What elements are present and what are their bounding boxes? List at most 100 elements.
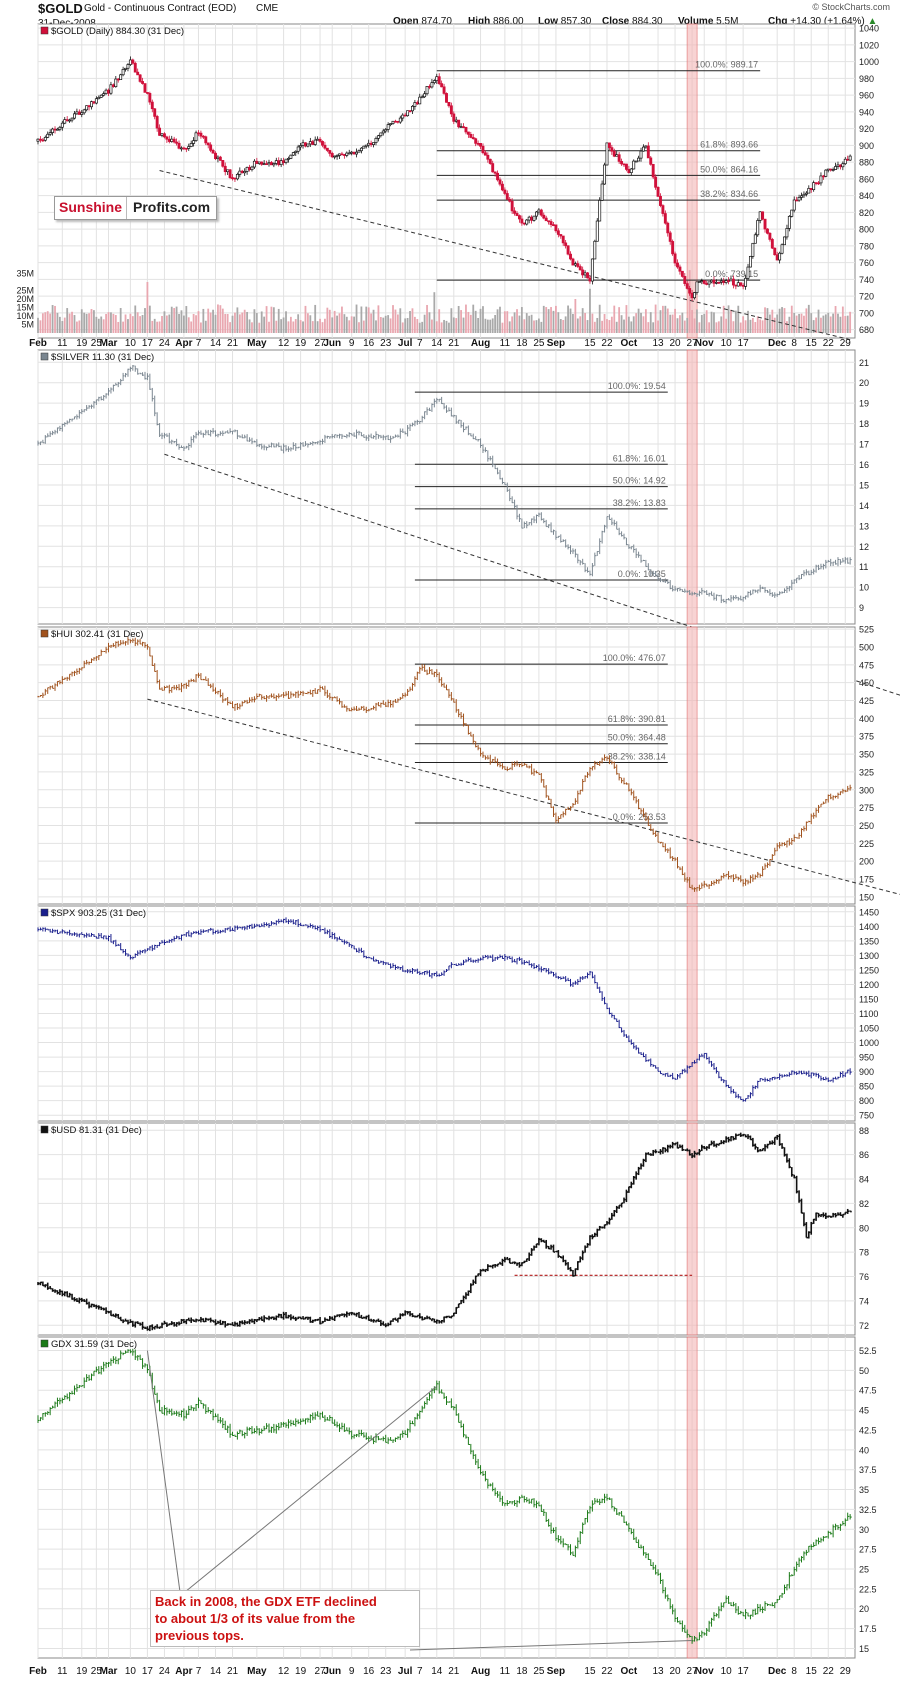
price-candle (143, 83, 147, 93)
price-candle (398, 117, 402, 123)
volume-bar (817, 309, 820, 333)
x-tick-label: Feb (29, 338, 47, 349)
panel-frame (37, 23, 856, 339)
volume-bar (747, 310, 749, 333)
price-candle (627, 169, 631, 174)
volume-bar (148, 305, 151, 333)
volume-bar (491, 318, 494, 333)
volume-bar (56, 312, 59, 333)
y-tick-label: 1000 (859, 57, 879, 67)
price-candle (535, 211, 538, 217)
volume-bar (810, 313, 813, 333)
price-candle (216, 156, 220, 160)
price-candle (211, 150, 215, 154)
y-tick-label: 37.5 (859, 1465, 877, 1475)
price-candle (206, 142, 210, 146)
price-candle (590, 258, 594, 282)
panel-label-gdx: GDX 31.59 (31 Dec) (40, 1339, 137, 1350)
x-tick-label: 23 (380, 1666, 392, 1677)
volume-bar (102, 319, 105, 333)
annotation-pointer-line (184, 1385, 438, 1593)
price-candle (214, 152, 217, 160)
x-tick-label: 11 (57, 338, 68, 349)
fib-level-label: 50.0%: 14.92 (613, 476, 666, 486)
volume-bar (803, 315, 805, 333)
y-tick-label: 950 (859, 1053, 874, 1063)
volume-bar (676, 318, 679, 333)
fib-level-label: 50.0%: 864.16 (700, 164, 758, 174)
price-candle (46, 133, 50, 138)
y-tick-label: 17.5 (859, 1624, 877, 1634)
volume-bar (662, 305, 664, 333)
x-tick-label: 25 (91, 1666, 103, 1677)
volume-bar (260, 311, 263, 333)
x-tick-label: 16 (363, 338, 375, 349)
y-tick-label: 25 (859, 1565, 869, 1575)
volume-bar (426, 304, 428, 333)
volume-bar (413, 316, 416, 333)
price-candle (632, 160, 636, 170)
volume-bar (518, 315, 521, 333)
contract-subtitle: Gold - Continuous Contract (EOD) (84, 3, 237, 14)
y-tick-label: 74 (859, 1296, 869, 1306)
fib-level-label: 0.0%: 10.35 (618, 569, 666, 579)
x-tick-label: 17 (738, 338, 750, 349)
price-candle (556, 230, 560, 235)
y-tick-label: 425 (859, 696, 874, 706)
volume-bar (185, 306, 188, 333)
volume-bar (657, 320, 659, 333)
price-candle (252, 160, 256, 168)
low-stat: Low 857.30 (538, 16, 591, 27)
volume-bar (78, 320, 81, 333)
price-candle (678, 266, 682, 272)
price-candle (517, 215, 521, 220)
price-candle (175, 141, 179, 144)
price-candle (226, 169, 230, 173)
x-tick-label: 18 (516, 338, 528, 349)
price-candle (547, 220, 551, 223)
volume-bar (304, 305, 307, 333)
price-candle (741, 285, 745, 287)
low-label: Low (538, 16, 558, 27)
price-candle (646, 145, 650, 159)
volume-bar (618, 307, 621, 333)
x-tick-label: Feb (29, 1666, 47, 1677)
logo-part-profits: Profits.com (133, 199, 211, 215)
volume-bar (418, 322, 421, 333)
x-tick-label: 21 (227, 338, 239, 349)
panel-label-hui: $HUI 302.41 (31 Dec) (40, 629, 143, 640)
series-swatch (40, 908, 49, 917)
price-candle (775, 254, 779, 261)
volume-bar (683, 320, 686, 333)
volume-bar (591, 313, 594, 333)
y-tick-label: 700 (859, 308, 874, 318)
volume-bar (195, 315, 197, 333)
open-stat: Open 874.70 (393, 16, 452, 27)
price-candle (38, 138, 42, 141)
volume-bar (170, 306, 173, 333)
x-tick-label: 11 (500, 338, 511, 349)
price-candle (274, 160, 278, 164)
open-value: 874.70 (421, 16, 452, 27)
y-tick-label: 680 (859, 325, 874, 335)
volume-bar (58, 316, 61, 333)
volume-bar (727, 305, 730, 333)
x-tick-label: 10 (125, 1666, 137, 1677)
volume-bar (428, 312, 431, 333)
volume-bar (681, 312, 684, 333)
volume-bar (649, 312, 652, 333)
price-candle (289, 154, 293, 159)
price-candle (644, 145, 648, 148)
volume-bar (258, 322, 261, 333)
price-candle (294, 150, 298, 153)
price-candle (432, 80, 436, 84)
symbol-title: $GOLD (38, 1, 83, 16)
volume-bar (462, 317, 465, 333)
series-swatch (40, 629, 49, 638)
price-candle (109, 84, 113, 94)
volume-bar (666, 308, 669, 333)
volume-bar (540, 321, 543, 333)
y-tick-label: 76 (859, 1272, 869, 1282)
x-tick-label: 19 (76, 1666, 88, 1677)
x-tick-label: Aug (471, 1666, 490, 1677)
